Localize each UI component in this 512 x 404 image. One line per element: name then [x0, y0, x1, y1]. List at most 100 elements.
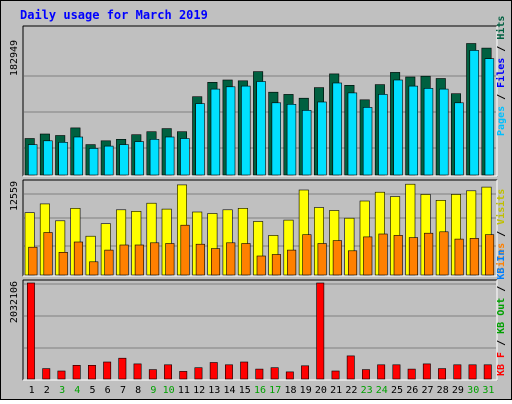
- bar-sites-day-16: [256, 255, 266, 276]
- x-tick-label-day-15: 15: [239, 385, 251, 396]
- bar-sites-day-2: [43, 232, 53, 276]
- panel-3-legend-part-5: KB In: [496, 250, 507, 280]
- bar-sites-day-13: [211, 248, 221, 276]
- bar-files-day-17: [271, 102, 281, 176]
- bar-pages-day-25: [397, 80, 400, 175]
- bar-files-day-16: [256, 81, 266, 176]
- bar-kbf-day-25: [392, 364, 401, 380]
- bar-kbf-day-13: [209, 362, 218, 380]
- x-tick-label-day-9: 9: [150, 385, 156, 396]
- bar-pages-day-29: [458, 103, 461, 175]
- x-tick-label-day-4: 4: [74, 385, 80, 396]
- panel-2-legend-part-2: /: [496, 225, 507, 243]
- bar-files-day-19: [301, 110, 312, 176]
- x-tick-label-day-8: 8: [135, 385, 141, 396]
- x-tick-label-day-17: 17: [269, 385, 281, 396]
- bar-files-day-31: [484, 58, 495, 176]
- bar-kbf-day-17: [270, 367, 279, 380]
- bar-pages-day-6: [107, 146, 110, 175]
- x-tick-label-day-10: 10: [163, 385, 175, 396]
- bar-sites-day-27: [424, 232, 434, 276]
- panel-1-legend-part-4: /: [496, 40, 507, 58]
- bar-kbf-day-30: [468, 364, 477, 380]
- bar-kbf-day-31: [483, 364, 492, 380]
- bar-sites-day-30: [469, 238, 479, 276]
- bar-kbf-day-5: [88, 364, 96, 380]
- panel-1-y-max-label: 182949: [9, 40, 20, 76]
- bar-kbf-day-14: [225, 364, 233, 380]
- panel-3-frame: [22, 279, 498, 381]
- bar-pages-day-18: [290, 104, 293, 175]
- bar-files-day-15: [241, 85, 251, 176]
- bar-kbf-day-11: [179, 371, 188, 380]
- bar-pages-day-14: [229, 87, 232, 175]
- chart-title: Daily usage for March 2019: [20, 8, 208, 22]
- x-tick-label-day-26: 26: [406, 385, 418, 396]
- bar-files-day-25: [393, 79, 403, 176]
- bar-files-day-23: [362, 107, 373, 176]
- panel-1-legend: Pages / Files / Hits: [495, 16, 507, 136]
- bar-pages-day-31: [488, 59, 491, 175]
- bar-pages-day-1: [31, 145, 34, 175]
- panel-3-legend-part-4: /: [496, 280, 507, 298]
- bar-files-day-18: [286, 104, 297, 176]
- bar-pages-day-24: [382, 94, 385, 175]
- bar-files-day-12: [195, 103, 205, 176]
- panel-3-legend: KB F / KB Out / KB In: [496, 250, 507, 376]
- panel-3-y-max-label: 2032106: [9, 281, 20, 323]
- bar-kbf-day-10: [164, 364, 172, 380]
- bar-sites-day-10: [165, 243, 175, 276]
- bar-files-day-5: [88, 148, 99, 176]
- bar-sites-day-20: [317, 243, 327, 276]
- bar-pages-day-12: [199, 104, 202, 175]
- bar-kbf-day-22: [346, 355, 355, 380]
- bar-files-day-4: [73, 136, 84, 176]
- bar-pages-day-19: [305, 110, 308, 175]
- bar-files-day-7: [119, 144, 129, 176]
- panel-2-legend: Sites / Visits: [495, 189, 507, 273]
- bar-kbf-day-19: [301, 365, 309, 380]
- x-tick-label-day-14: 14: [223, 385, 235, 396]
- bar-sites-day-6: [104, 249, 114, 276]
- bar-sites-day-1: [28, 246, 38, 276]
- bar-pages-day-11: [184, 139, 187, 176]
- bar-sites-day-3: [58, 252, 68, 276]
- x-tick-label-day-3: 3: [59, 385, 65, 396]
- bar-files-day-29: [454, 102, 464, 176]
- bar-kbf-day-18: [285, 371, 294, 380]
- bar-files-day-21: [332, 82, 342, 176]
- bar-kbf-day-16: [255, 368, 264, 380]
- bar-pages-day-15: [245, 86, 248, 175]
- bar-sites-day-7: [119, 244, 129, 276]
- bar-files-day-3: [58, 142, 68, 176]
- x-tick-label-day-30: 30: [467, 385, 479, 396]
- bar-sites-day-5: [89, 261, 99, 276]
- bar-pages-day-30: [473, 50, 476, 175]
- bar-kbf-day-2: [42, 368, 51, 380]
- bar-pages-day-23: [366, 107, 369, 175]
- x-tick-label-day-31: 31: [482, 385, 494, 396]
- bar-files-day-11: [180, 138, 190, 176]
- x-tick-label-day-28: 28: [437, 385, 449, 396]
- bar-kbf-day-28: [438, 368, 446, 380]
- bar-files-day-24: [378, 94, 388, 176]
- panel-3-legend-part-1: KB F: [496, 352, 507, 376]
- bar-kbf-day-20: [316, 282, 325, 380]
- bar-files-day-10: [165, 136, 175, 176]
- bar-sites-day-9: [150, 242, 160, 276]
- bar-files-day-14: [225, 86, 236, 176]
- panel-3-legend-part-2: /: [496, 334, 507, 352]
- bar-pages-day-20: [321, 102, 324, 175]
- bar-kbf-day-4: [72, 364, 81, 380]
- x-tick-label-day-23: 23: [361, 385, 373, 396]
- panel-3-legend-part-3: KB Out: [496, 298, 507, 334]
- x-tick-label-day-29: 29: [452, 385, 464, 396]
- bar-sites-day-21: [332, 240, 342, 276]
- panel-2-y-max-label: 12559: [9, 181, 20, 211]
- bar-sites-day-11: [180, 224, 190, 276]
- panel-1-legend-part-1: Pages: [496, 106, 507, 136]
- bar-sites-day-12: [195, 243, 205, 276]
- bar-sites-day-15: [241, 243, 251, 276]
- x-tick-label-day-27: 27: [421, 385, 433, 396]
